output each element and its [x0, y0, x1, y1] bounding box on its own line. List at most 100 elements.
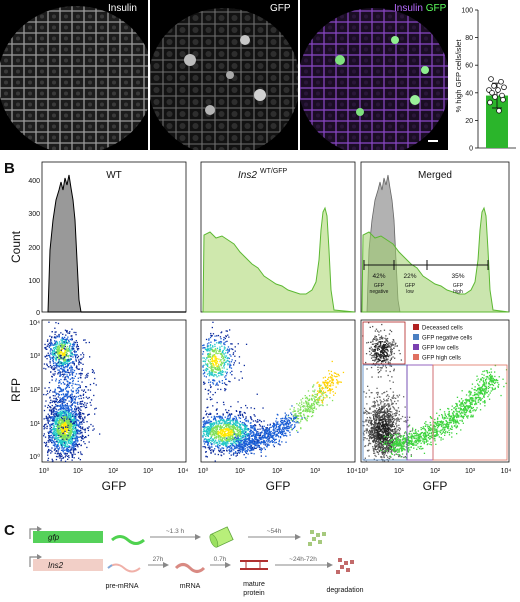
scatter-event-point	[312, 411, 315, 413]
scatter-event-point	[233, 364, 235, 366]
scatter-event-point	[55, 432, 58, 435]
scatter-event-point	[255, 438, 257, 440]
scatter-event-point	[303, 409, 305, 411]
scatter-event-point	[319, 392, 321, 394]
gate-low-name1: GFP	[405, 283, 416, 289]
scatter-event-point	[72, 347, 74, 350]
scatter-event-point	[214, 356, 216, 358]
scatter-event-point	[52, 352, 54, 354]
scatter-event-point	[54, 344, 57, 346]
scatter-event-point	[77, 413, 80, 415]
scatter-event-point	[323, 383, 325, 385]
scatter-event-point	[72, 372, 74, 374]
scatter-event-point	[227, 360, 230, 362]
scatter-event-point	[234, 377, 236, 379]
scatter-event-point	[228, 349, 230, 351]
scatter-event-point	[265, 443, 267, 445]
scatter-event-point	[332, 378, 334, 380]
scatter-event-point	[54, 331, 56, 333]
scatter-event-point	[254, 435, 256, 437]
scatter-event-point	[69, 420, 72, 422]
scatter-event-point	[208, 413, 210, 416]
scatter-event-point	[58, 421, 61, 423]
scatter-event-point	[211, 422, 213, 424]
scatter-event-point	[62, 370, 64, 372]
scatter-event-point	[207, 345, 210, 347]
scatter-event-point	[58, 394, 60, 396]
scatter-event-point	[230, 434, 232, 436]
scatter-event-point	[45, 417, 48, 419]
scatter-event-point	[253, 446, 255, 449]
scatter-event-point	[62, 333, 64, 335]
scatter-event-point	[64, 426, 66, 428]
bar-data-point	[492, 94, 498, 100]
scatter-event-point	[225, 424, 227, 426]
scatter-event-point	[58, 344, 60, 346]
scatter-event-point	[58, 434, 60, 437]
scatter-event-point	[246, 433, 249, 435]
scatter-event-point	[69, 434, 71, 436]
scatter-event-point	[71, 368, 73, 370]
scatter-event-point	[210, 363, 212, 366]
scatter-event-point	[82, 352, 84, 354]
scatter-event-point	[294, 413, 296, 415]
gfp-micrograph: GFP	[150, 0, 298, 150]
scatter-ins2-points	[202, 321, 345, 462]
scatter-event-point	[222, 362, 224, 364]
scatter-event-point	[240, 441, 242, 443]
scatter-event-point	[213, 379, 215, 381]
scatter-event-point	[61, 355, 63, 357]
scatter-event-point	[51, 447, 53, 449]
scatter-event-point	[228, 350, 230, 352]
scatter-event-point	[248, 436, 250, 439]
scatter-event-point	[60, 413, 63, 415]
scatter-event-point	[73, 442, 75, 444]
scatter-event-point	[70, 358, 72, 360]
scatter-event-point	[210, 424, 212, 426]
scatter-event-point	[228, 438, 230, 440]
scatter-event-point	[55, 441, 57, 443]
scatter-event-point	[63, 437, 65, 439]
scatter-event-point	[52, 364, 55, 367]
scatter-event-point	[260, 451, 262, 453]
scatter-event-point	[57, 420, 59, 422]
scatter-event-point	[274, 442, 276, 444]
scatter-event-point	[245, 416, 247, 418]
scatter-event-point	[214, 371, 216, 373]
scatter-event-point	[58, 447, 61, 449]
scatter-event-point	[66, 350, 69, 352]
scatter-event-point	[235, 423, 237, 426]
scatter-event-point	[60, 409, 62, 411]
scatter-event-point	[240, 371, 242, 373]
scatter-event-point	[242, 443, 244, 445]
scatter-event-point	[52, 407, 54, 410]
scatter-event-point	[213, 365, 215, 367]
scatter-event-point	[65, 427, 67, 429]
scatter-event-point	[66, 439, 68, 441]
scatter-event-point	[61, 407, 64, 410]
scatter-event-point	[299, 402, 301, 404]
scatter-event-point	[54, 401, 56, 403]
scatter-event-point	[216, 347, 219, 349]
scatter-event-point	[49, 397, 51, 399]
scatter-event-point	[233, 423, 236, 425]
scatter-event-point	[260, 448, 262, 450]
scatter-event-point	[213, 417, 215, 419]
scatter-event-point	[226, 368, 228, 370]
scatter-event-point	[238, 439, 241, 441]
scatter-event-point	[60, 425, 63, 427]
scatter-event-point	[259, 425, 261, 427]
scatter-event-point	[252, 431, 254, 433]
scatter-event-point	[221, 370, 224, 372]
scatter-event-point	[52, 368, 54, 371]
scatter-event-point	[74, 417, 76, 419]
scatter-event-point	[53, 374, 55, 376]
scatter-event-point	[239, 413, 241, 415]
scatter-event-point	[283, 429, 285, 431]
scatter-event-point	[53, 406, 55, 408]
scatter-event-point	[64, 370, 66, 372]
scatter-event-point	[46, 340, 49, 342]
scatter-event-point	[62, 437, 64, 440]
scatter-event-point	[321, 393, 323, 395]
scatter-event-point	[70, 416, 72, 418]
